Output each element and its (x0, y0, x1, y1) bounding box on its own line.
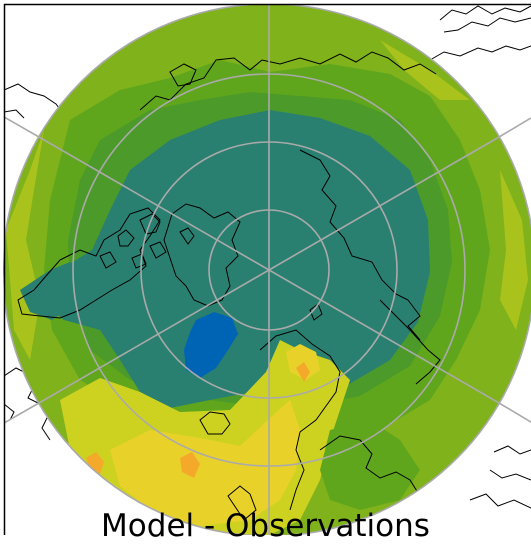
map-title: Model - Observations (0, 506, 531, 546)
coastline-se (470, 446, 531, 508)
polar-map (0, 0, 531, 535)
coastline-nw (4, 84, 62, 118)
map-disk (3, 4, 531, 535)
map-figure (0, 0, 531, 535)
coastline-ne (430, 6, 531, 60)
